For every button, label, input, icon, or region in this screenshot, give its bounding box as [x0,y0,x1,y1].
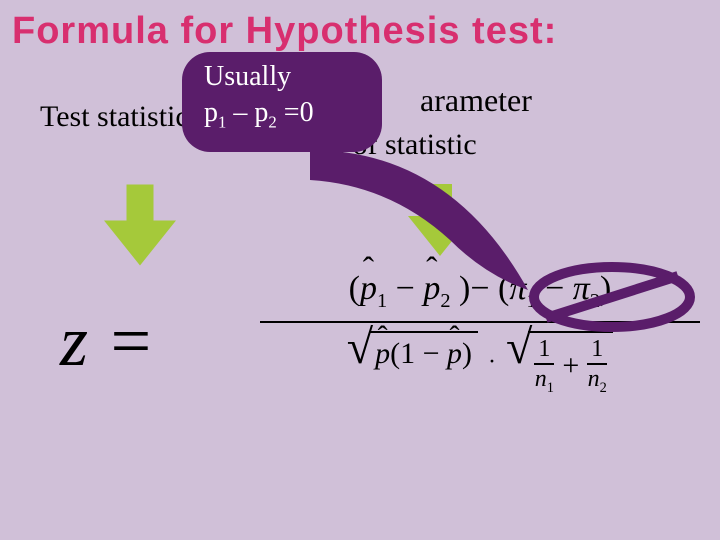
z-equals: z = [60,300,155,383]
callout-tail [300,140,540,320]
arrow-left-icon [95,180,185,270]
label-parameter-partial: arameter [420,82,532,119]
formula-denominator: √ ˆp(1 − ˆp) · √ 1n1 + 1n2 [260,331,700,395]
callout-line1: Usually [204,60,364,94]
strike-out-icon [528,260,696,334]
callout-bubble: Usually p1 – p2 =0 [182,52,382,152]
callout-line2: p1 – p2 =0 [204,96,364,133]
slide-title: Formula for Hypothesis test: [12,10,557,53]
